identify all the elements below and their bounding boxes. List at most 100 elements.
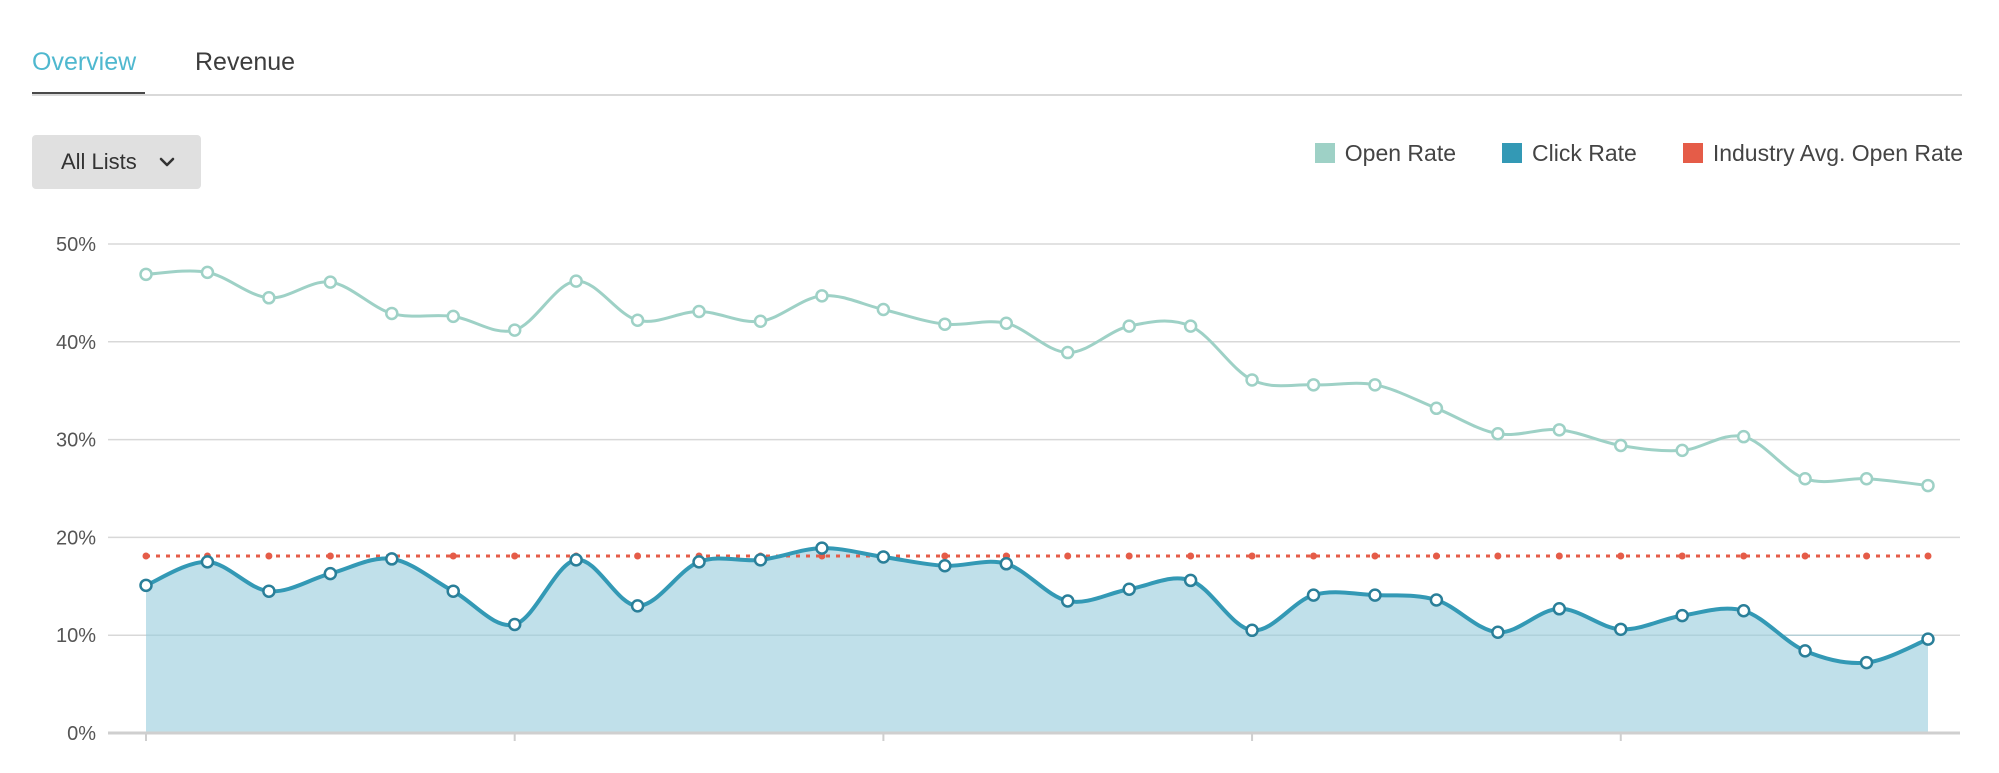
legend-label-open-rate: Open Rate: [1344, 139, 1457, 166]
tab-bar: Overview Revenue: [32, 0, 1962, 96]
industry-avg-point: [634, 552, 642, 560]
click-rate-point: [1921, 632, 1935, 646]
industry-avg-point: [511, 552, 519, 560]
legend-swatch-open-rate: [1314, 143, 1335, 163]
open-rate-point: [1614, 438, 1628, 453]
tab-overview[interactable]: Overview: [32, 48, 137, 76]
industry-avg-point: [941, 552, 949, 560]
click-rate-point: [630, 599, 645, 613]
open-rate-point: [1122, 319, 1136, 333]
click-rate-point: [1122, 582, 1136, 596]
open-rate-point: [1368, 378, 1382, 392]
click-rate-point: [200, 555, 215, 569]
chevron-down-icon: [159, 157, 175, 167]
chart-legend: Open Rate Click Rate Industry Avg. Open …: [1314, 138, 1963, 168]
open-rate-point: [999, 316, 1014, 330]
click-rate-point: [1736, 604, 1751, 618]
open-rate-point: [1921, 478, 1935, 493]
open-rate-point: [1552, 423, 1567, 437]
legend-label-click-rate: Click Rate: [1532, 139, 1637, 166]
industry-avg-point: [1187, 552, 1195, 560]
industry-avg-point: [1494, 552, 1502, 560]
list-filter-dropdown[interactable]: All Lists: [32, 135, 201, 189]
click-rate-point: [938, 559, 952, 573]
click-rate-point: [1552, 602, 1567, 616]
open-rate-point: [1675, 443, 1689, 458]
industry-avg-point: [142, 552, 150, 560]
industry-avg-point: [1310, 552, 1318, 560]
click-rate-point: [1429, 593, 1444, 607]
open-rate-point: [692, 304, 706, 319]
legend-item-industry-avg[interactable]: Industry Avg. Open Rate: [1682, 140, 1963, 167]
click-rate-point: [323, 566, 338, 581]
open-rate-point: [200, 265, 215, 280]
click-rate-point: [692, 555, 706, 569]
tab-revenue[interactable]: Revenue: [195, 48, 296, 76]
industry-avg-point: [1432, 552, 1440, 560]
open-rate-point: [1245, 373, 1259, 387]
industry-avg-point: [1617, 552, 1625, 560]
open-rate-point: [938, 317, 952, 331]
click-rate-point: [1675, 608, 1689, 623]
industry-avg-point: [1555, 552, 1563, 560]
y-tick-label: 50%: [56, 234, 96, 256]
y-tick-label: 40%: [56, 332, 96, 354]
click-rate-point: [569, 553, 583, 567]
open-rate-point: [385, 306, 399, 321]
click-rate-point: [1306, 588, 1321, 602]
open-rate-line: [145, 269, 1929, 488]
open-rate-point: [1183, 319, 1198, 333]
open-rate-point: [323, 275, 338, 289]
y-tick-label: 0%: [67, 723, 96, 745]
click-rate-point: [815, 541, 829, 555]
industry-avg-point: [1924, 552, 1932, 560]
industry-avg-point: [1064, 552, 1072, 560]
open-rate-point: [1491, 426, 1505, 441]
open-rate-point: [1859, 471, 1874, 486]
click-rate-point: [753, 553, 768, 567]
y-tick-label: 10%: [56, 625, 96, 647]
click-rate-point: [999, 557, 1014, 571]
active-tab-underline: [32, 92, 145, 94]
industry-avg-point: [1248, 552, 1256, 560]
industry-avg-point: [1371, 552, 1379, 560]
open-rate-point: [630, 313, 645, 328]
click-rate-point: [139, 578, 153, 593]
click-rate-point: [1859, 655, 1874, 670]
y-tick-label: 30%: [56, 430, 96, 452]
open-rate-point: [1306, 378, 1321, 392]
legend-item-click-rate[interactable]: Click Rate: [1502, 140, 1637, 167]
open-rate-point: [815, 289, 829, 303]
click-rate-point: [876, 550, 891, 564]
click-rate-point: [1183, 573, 1198, 588]
industry-avg-point: [449, 552, 457, 560]
click-rate-point: [1060, 594, 1075, 608]
y-tick-label: 20%: [56, 527, 96, 549]
click-rate-point: [1368, 588, 1382, 602]
click-rate-point: [262, 584, 276, 598]
open-rate-point: [1736, 429, 1751, 444]
click-rate-point: [1798, 644, 1812, 658]
click-rate-point: [507, 617, 522, 632]
click-rate-point: [446, 584, 460, 598]
open-rate-point: [1429, 401, 1444, 416]
industry-avg-point: [326, 552, 334, 560]
open-rate-point: [262, 291, 276, 305]
industry-avg-point: [265, 552, 273, 560]
click-rate-area: [146, 548, 1928, 733]
industry-avg-point: [1678, 552, 1686, 560]
legend-swatch-click-rate: [1502, 143, 1523, 163]
click-rate-point: [1245, 623, 1259, 638]
click-rate-point: [1614, 622, 1628, 637]
industry-avg-point: [1125, 552, 1133, 560]
industry-avg-point: [1740, 552, 1748, 560]
click-rate-point: [1491, 625, 1505, 640]
open-rate-point: [1798, 471, 1812, 486]
click-rate-point: [385, 552, 399, 566]
open-rate-point: [876, 302, 891, 317]
open-rate-point: [507, 323, 522, 337]
open-rate-point: [1060, 345, 1075, 360]
open-rate-point: [446, 309, 460, 324]
legend-item-open-rate[interactable]: Open Rate: [1314, 139, 1457, 167]
